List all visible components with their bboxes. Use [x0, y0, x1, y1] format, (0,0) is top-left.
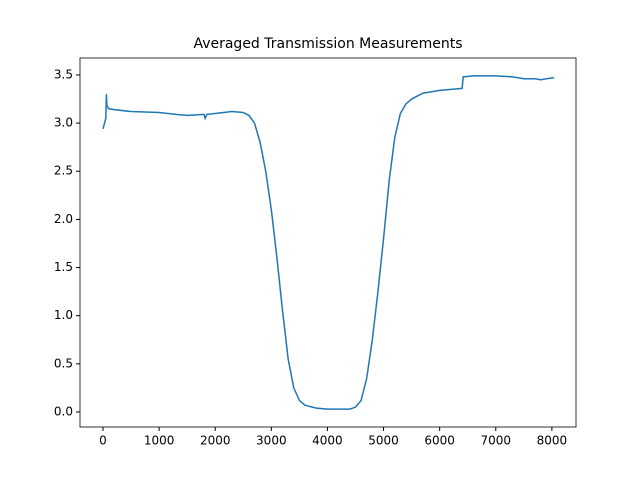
y-tick-label: 2.5: [54, 164, 73, 178]
y-tick-label: 3.0: [54, 116, 73, 130]
y-tick-label: 1.0: [54, 308, 73, 322]
plot-frame: [79, 57, 577, 428]
y-tick-label: 1.5: [54, 260, 73, 274]
x-tick-label: 0: [99, 434, 107, 448]
y-tick-label: 0.5: [54, 356, 73, 370]
x-tick-label: 5000: [368, 434, 399, 448]
y-tick-label: 3.5: [54, 67, 73, 81]
x-tick-label: 3000: [256, 434, 287, 448]
chart-title: Averaged Transmission Measurements: [193, 36, 462, 52]
y-tick-label: 2.0: [54, 212, 73, 226]
x-tick-label: 1000: [144, 434, 175, 448]
x-tick-label: 4000: [312, 434, 343, 448]
x-tick-label: 8000: [537, 434, 568, 448]
data-line: [102, 75, 555, 410]
x-tick-label: 6000: [424, 434, 455, 448]
x-tick-label: 7000: [480, 434, 511, 448]
x-tick-label: 2000: [200, 434, 231, 448]
y-tick-label: 0.0: [54, 404, 73, 418]
